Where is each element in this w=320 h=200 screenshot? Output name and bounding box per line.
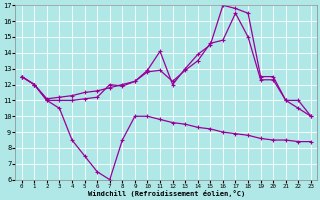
- X-axis label: Windchill (Refroidissement éolien,°C): Windchill (Refroidissement éolien,°C): [88, 190, 245, 197]
